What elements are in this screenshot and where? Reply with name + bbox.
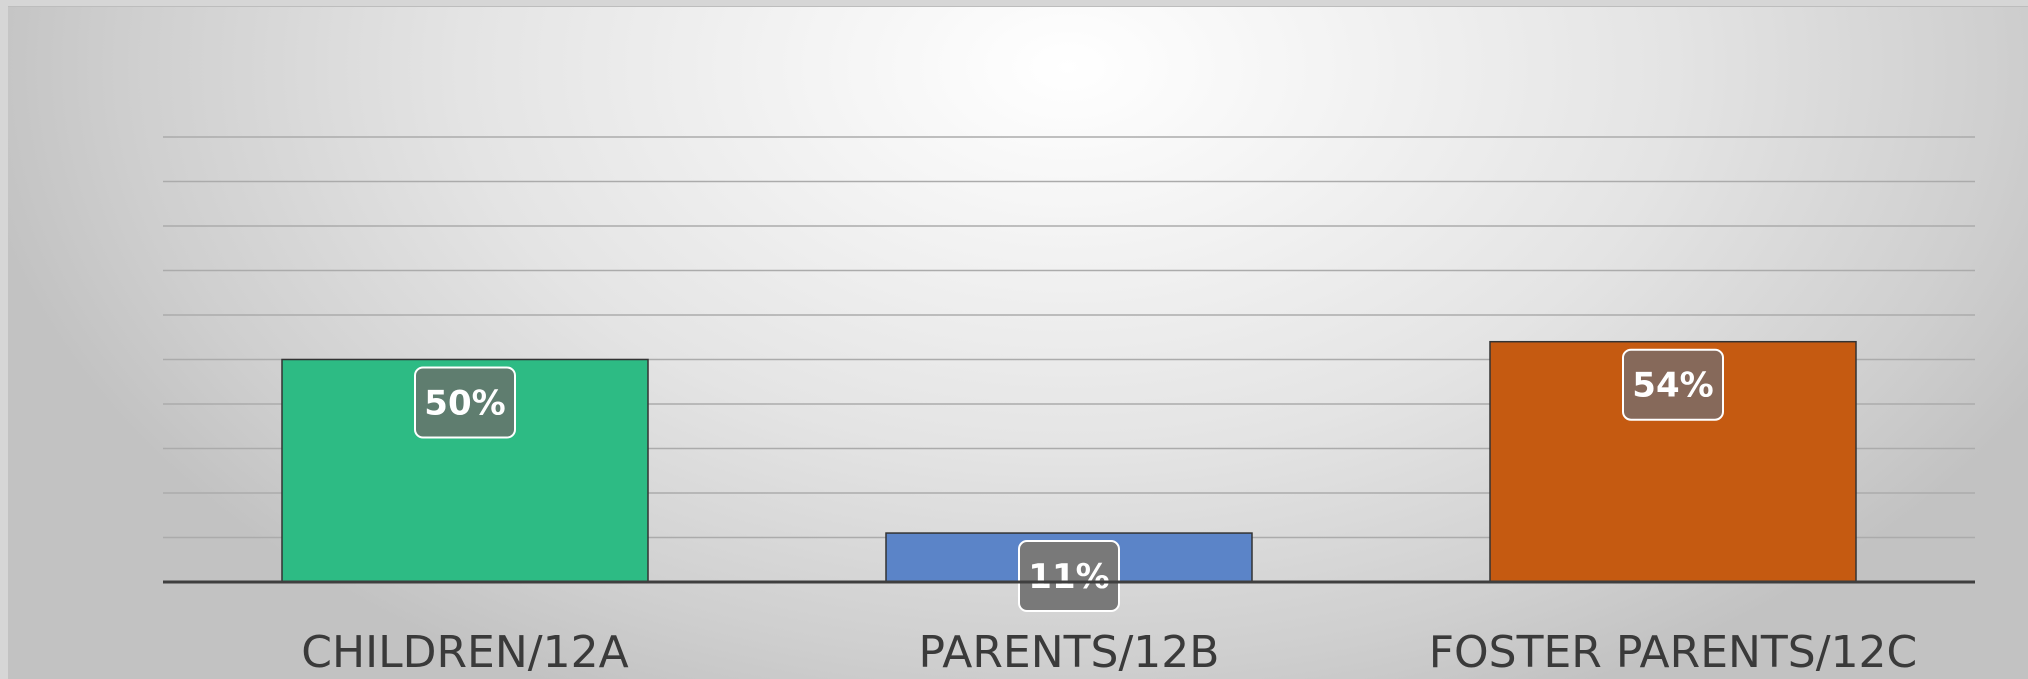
data-label-box-children-12a: [414, 366, 516, 439]
category-label-foster-parents-12c: FOSTER PARENTS/12C: [1429, 627, 1918, 678]
chart-area: 50% CHILDREN/12A 11% PARENTS/12B 54% FOSTER P…: [8, 6, 2028, 679]
data-label-children-12a: 50%: [424, 384, 505, 424]
data-label-parents-12b: 11%: [1028, 557, 1109, 597]
data-label-box-foster-parents-12c: [1622, 348, 1724, 421]
bar-chart: 50% CHILDREN/12A 11% PARENTS/12B 54% FOSTER P…: [163, 136, 1975, 678]
category-label-children-12a: CHILDREN/12A: [301, 627, 628, 678]
data-label-box-parents-12b: [1018, 540, 1120, 613]
data-label-foster-parents-12c: 54%: [1632, 366, 1713, 406]
category-label-parents-12b: PARENTS/12B: [919, 627, 1220, 678]
